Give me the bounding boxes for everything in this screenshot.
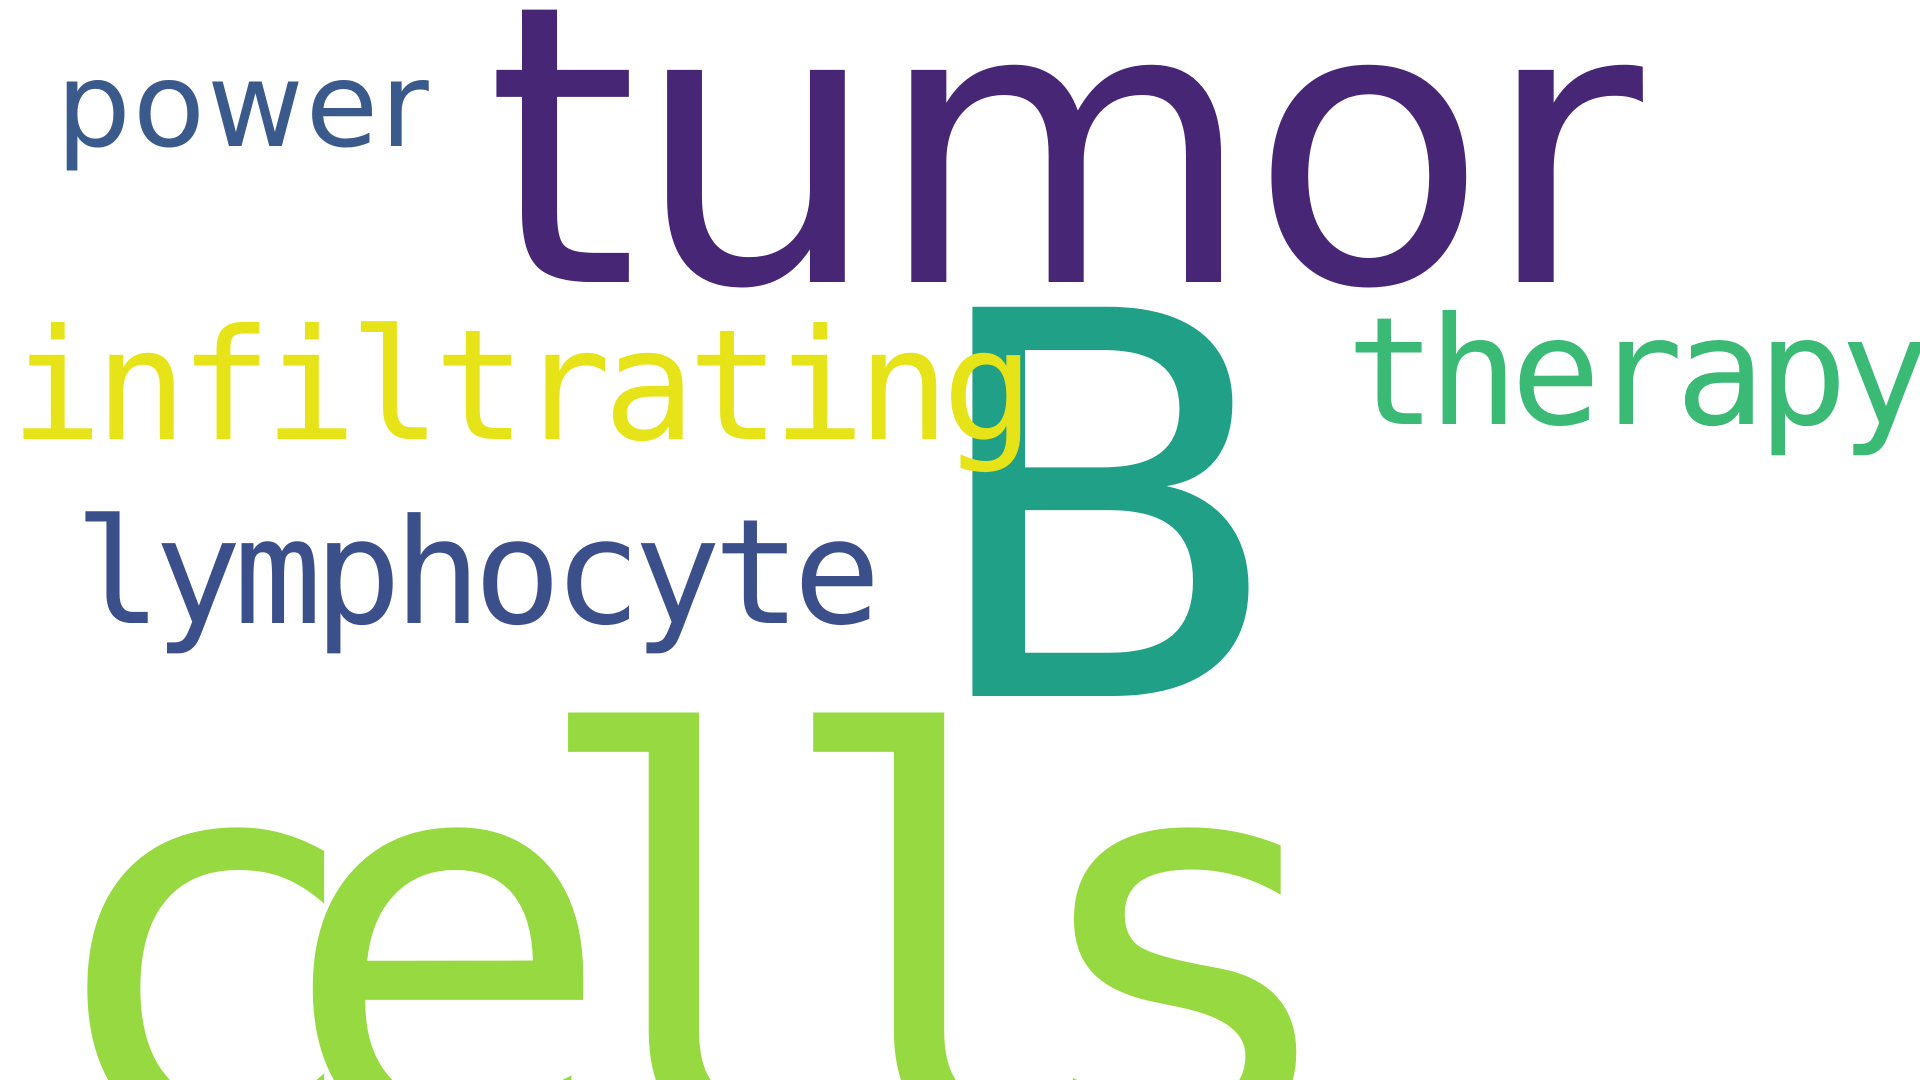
word-power: power (56, 36, 431, 174)
word-b: B (920, 200, 1287, 822)
word-cells: cells (34, 622, 1352, 1080)
word-therapy: therapy (1346, 286, 1920, 460)
word-tumor: tumor (486, 0, 1643, 374)
word-infiltrating: infiltrating (10, 297, 1035, 476)
word-lymphocyte: lymphocyte (74, 488, 881, 658)
